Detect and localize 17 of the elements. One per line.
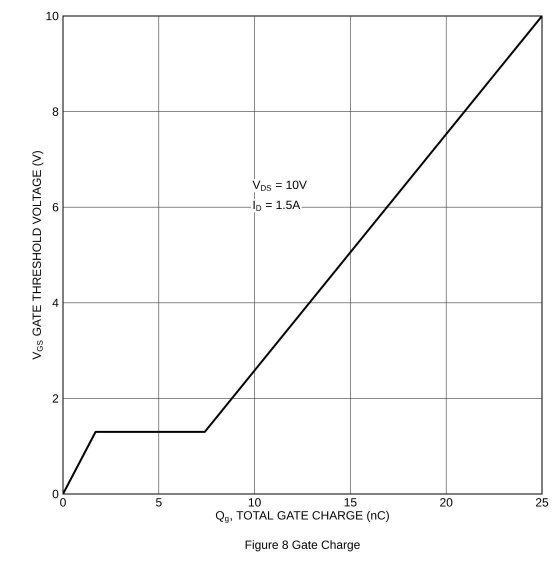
text: Figure 8 Gate Charge (246, 540, 360, 552)
annotation: I$_{D}$ = 1.5A (254, 200, 300, 211)
y-axis-title: V$_{GS}$ GATE THRESHOLD VOLTAGE (V) (32, 151, 44, 360)
y-tick-label: 4 (52, 298, 58, 307)
y-tick-label: 8 (52, 107, 58, 116)
y-tick-label: 6 (52, 202, 58, 212)
x-tick-label: 5 (156, 498, 162, 507)
annotation: V$_{DS}$ = 10V (252, 180, 307, 191)
x-tick-label: 20 (440, 498, 452, 507)
y-tick-label: 10 (46, 12, 58, 20)
x-tick-label: 25 (536, 498, 548, 507)
x-tick-label: 10 (248, 498, 261, 507)
y-tick-label: 0 (52, 490, 58, 498)
x-tick-label: 15 (344, 498, 357, 507)
x-axis-title: Q$_{g}$, TOTAL GATE CHARGE (nC) (216, 510, 389, 523)
x-tick-label: 0 (60, 498, 66, 507)
y-tick-label: 2 (52, 394, 58, 403)
